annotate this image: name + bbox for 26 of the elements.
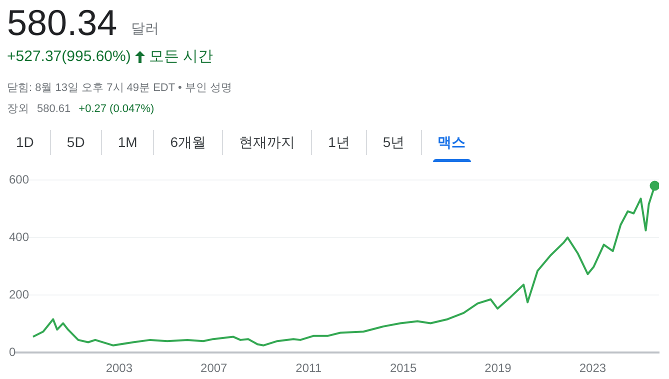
text: 1M (102, 130, 154, 155)
text: 5D (50, 130, 102, 155)
x-tick-label: 2011 (296, 361, 322, 376)
x-tick-label: 2007 (200, 361, 228, 376)
text: 닫힘: 8월 13일 오후 7시 49분 EDT • 부인 성명 (7, 81, 232, 95)
text: 장외 (7, 103, 29, 115)
text: +527.37(995.60%) (7, 48, 131, 65)
chart-subtitle: 달러 (131, 20, 159, 38)
y-tick-label: 200 (9, 287, 30, 302)
y-tick-label: 400 (9, 230, 30, 244)
chart-title: 580.34 (7, 2, 118, 44)
text: 5년 (366, 130, 422, 155)
text: 1D (0, 130, 51, 155)
text: 맥스 (422, 130, 482, 155)
x-tick-label: 2015 (390, 361, 417, 376)
x-tick-label: 2023 (579, 361, 606, 376)
text: 모든 시간 (148, 47, 214, 66)
text: 현재까지 (223, 130, 312, 155)
y-tick-label: 0 (9, 344, 16, 359)
x-tick-label: 2003 (106, 361, 133, 376)
y-tick-label: 600 (9, 172, 30, 186)
text: +0.27 (0.047%) (78, 103, 154, 115)
x-tick-label: 2019 (484, 361, 512, 376)
text: 580.61 (37, 103, 71, 115)
text: 1년 (312, 130, 367, 155)
text: 6개월 (154, 130, 224, 155)
